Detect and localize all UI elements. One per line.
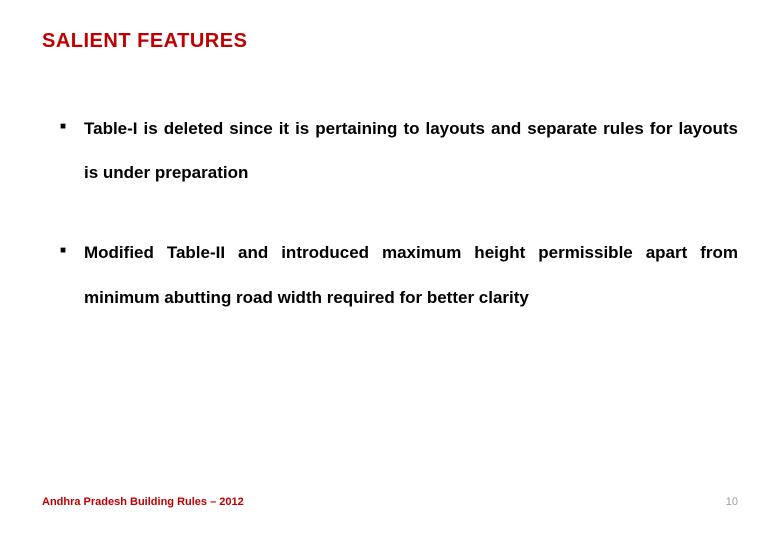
list-item: Table-I is deleted since it is pertainin… — [60, 107, 738, 195]
slide: SALIENT FEATURES Table-I is deleted sinc… — [0, 0, 780, 540]
page-number: 10 — [726, 496, 738, 508]
list-item: Modified Table-II and introduced maximum… — [60, 231, 738, 319]
footer-source: Andhra Pradesh Building Rules – 2012 — [42, 496, 244, 508]
bullet-list: Table-I is deleted since it is pertainin… — [42, 107, 738, 320]
page-title: SALIENT FEATURES — [42, 30, 738, 53]
